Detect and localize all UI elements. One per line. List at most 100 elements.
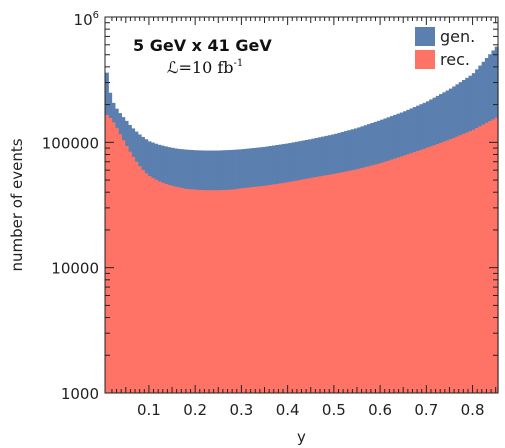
bar-rec-73 [344, 171, 348, 393]
bar-rec-77 [357, 168, 362, 393]
y-tick-top-exp: 6 [93, 10, 99, 21]
bar-rec-11 [141, 170, 145, 393]
bar-rec-95 [416, 150, 420, 393]
bar-rec-20 [170, 185, 175, 393]
bar-rec-103 [442, 141, 447, 393]
bar-rec-0 [105, 115, 109, 393]
bar-rec-21 [173, 186, 178, 393]
legend-swatch-rec [415, 50, 435, 69]
bar-rec-54 [281, 182, 286, 393]
bar-rec-76 [353, 169, 358, 393]
bar-rec-37 [226, 189, 231, 393]
bar-rec-65 [317, 176, 322, 393]
bar-rec-26 [190, 189, 195, 393]
bar-rec-106 [452, 137, 457, 393]
bar-rec-69 [330, 174, 335, 393]
bar-rec-113 [475, 127, 479, 393]
series-rec [105, 115, 499, 394]
x-tick-label: 0.5 [322, 401, 346, 419]
bar-rec-89 [396, 157, 401, 393]
x-tick-label: 0.4 [276, 401, 300, 419]
bar-rec-24 [183, 188, 188, 393]
axis-ticks: 0.1 0.2 0.3 0.4 0.5 0.6 0.7 0.8 1000 10000 100000 [42, 16, 498, 419]
bar-rec-2 [111, 122, 116, 393]
bar-rec-110 [465, 132, 470, 393]
bar-rec-3 [114, 127, 119, 393]
bar-rec-30 [203, 190, 208, 393]
bar-rec-85 [383, 161, 388, 393]
bar-rec-96 [419, 149, 424, 393]
bar-rec-40 [236, 188, 240, 393]
bar-rec-15 [154, 179, 158, 393]
bar-rec-56 [288, 181, 293, 393]
bar-rec-10 [137, 166, 142, 393]
bar-rec-23 [180, 188, 185, 393]
bar-rec-58 [294, 180, 299, 393]
bar-rec-55 [285, 182, 289, 393]
bar-rec-114 [478, 126, 483, 393]
bar-rec-6 [124, 145, 129, 393]
x-axis-label: y [297, 428, 306, 446]
bar-rec-112 [471, 129, 476, 394]
y-tick-label: 10000 [51, 260, 99, 278]
x-tick-label: 0.8 [461, 401, 485, 419]
bar-rec-7 [127, 151, 132, 393]
bar-rec-13 [147, 176, 152, 393]
y-tick-top-base: 10 [74, 11, 93, 29]
bar-rec-119 [494, 117, 499, 394]
bar-rec-32 [209, 190, 214, 393]
bar-rec-5 [121, 140, 126, 393]
luminosity-main: ℒ=10 fb [167, 58, 234, 77]
bar-rec-39 [232, 189, 237, 393]
bar-rec-109 [461, 133, 466, 393]
bar-rec-98 [425, 147, 430, 393]
bar-rec-8 [131, 156, 136, 393]
bar-rec-59 [298, 179, 303, 393]
bar-rec-104 [445, 140, 450, 393]
bar-rec-79 [363, 167, 368, 393]
x-tick-label: 0.3 [229, 401, 253, 419]
legend-label-rec: rec. [440, 50, 470, 69]
bar-rec-94 [412, 152, 417, 393]
bar-rec-25 [186, 189, 191, 393]
bar-rec-117 [488, 121, 493, 393]
bar-rec-34 [216, 190, 221, 393]
bar-rec-92 [406, 154, 411, 393]
bar-rec-19 [167, 184, 172, 393]
y-tick-label: 1000 [61, 385, 99, 403]
y-axis-label: number of events [8, 138, 26, 271]
bar-rec-67 [324, 175, 329, 393]
bar-rec-74 [347, 170, 352, 393]
bar-rec-62 [308, 178, 312, 393]
bar-rec-99 [429, 146, 434, 393]
luminosity-label: ℒ=10 fb-1 [167, 58, 243, 77]
bar-rec-22 [177, 187, 181, 393]
bar-rec-49 [265, 185, 270, 393]
bar-rec-61 [304, 178, 309, 393]
bar-rec-93 [409, 153, 414, 393]
bar-rec-44 [249, 187, 253, 393]
bar-rec-83 [376, 163, 381, 393]
bar-rec-48 [262, 185, 267, 393]
bar-rec-1 [108, 117, 113, 393]
bar-rec-72 [340, 172, 345, 393]
bar-rec-47 [258, 186, 263, 393]
bar-rec-88 [393, 158, 398, 393]
bar-rec-16 [157, 181, 162, 393]
bar-rec-63 [311, 177, 316, 393]
histogram-bars [105, 46, 499, 394]
x-tick-label: 0.6 [368, 401, 392, 419]
bar-rec-102 [439, 142, 443, 393]
bar-rec-90 [399, 156, 404, 393]
bar-rec-70 [334, 173, 339, 393]
bar-rec-68 [327, 174, 332, 393]
x-tick-label: 0.1 [137, 401, 161, 419]
bar-rec-115 [481, 124, 486, 394]
bar-rec-43 [245, 187, 250, 393]
bar-rec-27 [193, 189, 198, 393]
bar-rec-12 [144, 173, 149, 393]
bar-rec-86 [386, 160, 391, 393]
bar-rec-78 [360, 167, 365, 393]
bar-rec-118 [491, 119, 496, 394]
